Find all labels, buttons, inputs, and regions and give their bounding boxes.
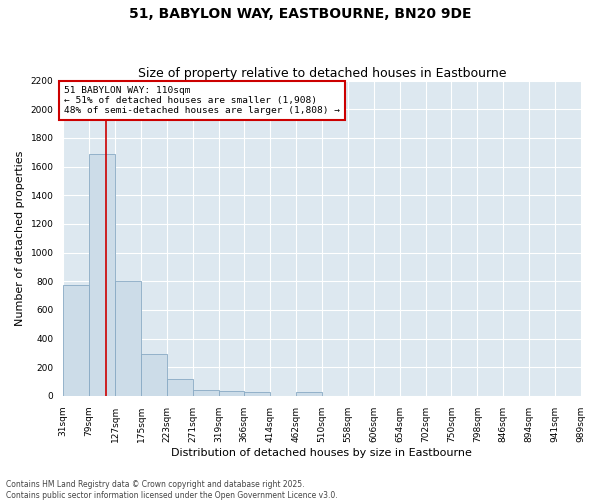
Title: Size of property relative to detached houses in Eastbourne: Size of property relative to detached ho…	[137, 66, 506, 80]
Bar	[167, 378, 193, 396]
Bar	[193, 390, 219, 396]
Bar	[115, 281, 141, 396]
Bar	[89, 154, 115, 396]
Text: Contains HM Land Registry data © Crown copyright and database right 2025.
Contai: Contains HM Land Registry data © Crown c…	[6, 480, 338, 500]
Text: 51 BABYLON WAY: 110sqm
← 51% of detached houses are smaller (1,908)
48% of semi-: 51 BABYLON WAY: 110sqm ← 51% of detached…	[64, 86, 340, 116]
Bar	[296, 392, 322, 396]
Bar	[219, 391, 244, 396]
Bar	[63, 285, 89, 396]
Bar	[244, 392, 270, 396]
Text: 51, BABYLON WAY, EASTBOURNE, BN20 9DE: 51, BABYLON WAY, EASTBOURNE, BN20 9DE	[129, 8, 471, 22]
Y-axis label: Number of detached properties: Number of detached properties	[15, 150, 25, 326]
Bar	[141, 354, 167, 396]
X-axis label: Distribution of detached houses by size in Eastbourne: Distribution of detached houses by size …	[172, 448, 472, 458]
